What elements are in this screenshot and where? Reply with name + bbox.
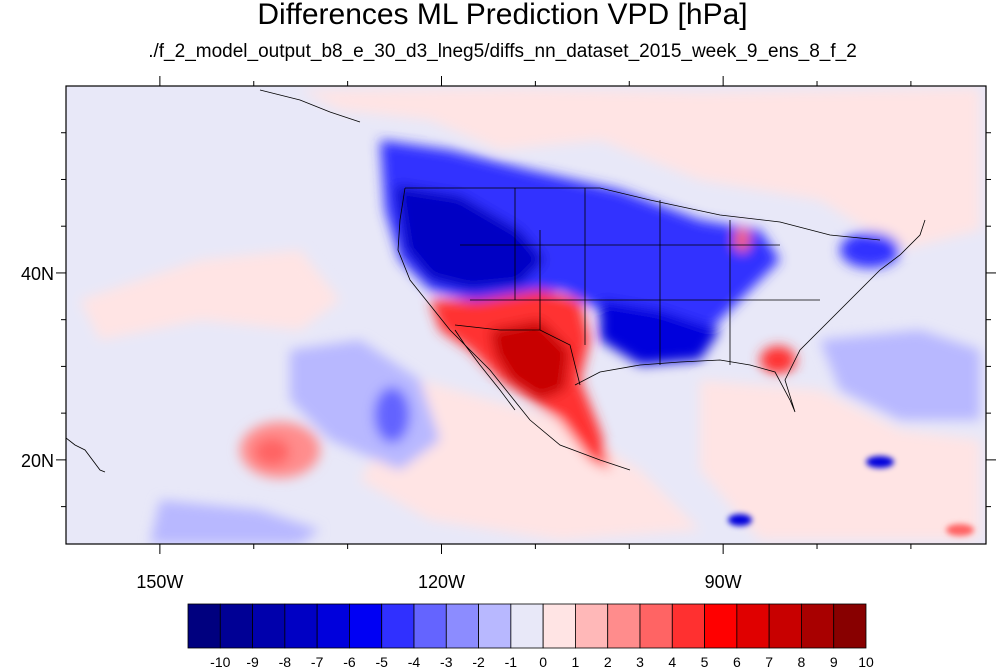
lat-tick-label: 40N bbox=[21, 264, 54, 284]
colorbar-swatch bbox=[639, 603, 673, 649]
colorbar-swatch bbox=[445, 603, 479, 649]
colorbar-label: -7 bbox=[311, 654, 324, 670]
colorbar-label: 8 bbox=[798, 654, 806, 670]
colorbar-label: 6 bbox=[733, 654, 741, 670]
colorbar-swatch bbox=[768, 603, 802, 649]
anomaly-region-southwest-dark-red bbox=[490, 320, 570, 400]
colorbar-labels: -10 -9 -8 -7 -6 -5 -4 -3 -2 -1 0 1 2 3 4 5 6 7 8 9 10 bbox=[210, 654, 874, 670]
colorbar-swatch bbox=[349, 603, 383, 649]
anomaly-region-light-pink-south bbox=[360, 380, 700, 540]
coastline-west bbox=[397, 187, 631, 471]
colorbar-swatch bbox=[671, 603, 705, 649]
colorbar-label: 1 bbox=[572, 654, 580, 670]
map-panel bbox=[66, 86, 986, 544]
colorbar-label: -8 bbox=[279, 654, 292, 670]
anomaly-details bbox=[728, 456, 974, 536]
anomaly-field bbox=[80, 88, 980, 544]
colorbar-label: 2 bbox=[604, 654, 612, 670]
colorbar-swatch bbox=[736, 603, 770, 649]
anomaly-detail-tropic-blue bbox=[728, 514, 752, 526]
colorbar-label: 9 bbox=[830, 654, 838, 670]
colorbar-label: -4 bbox=[408, 654, 421, 670]
anomaly-blob-pacific-warm-core bbox=[254, 438, 290, 466]
colorbar-swatch bbox=[607, 603, 641, 649]
colorbar-swatch bbox=[381, 603, 415, 649]
colorbar-swatch bbox=[316, 603, 350, 649]
colorbar-swatch bbox=[252, 603, 286, 649]
hawaii-islands bbox=[66, 437, 106, 473]
colorbar-label: -2 bbox=[472, 654, 485, 670]
lon-tick-label: 90W bbox=[705, 572, 742, 592]
lon-tick-label: 120W bbox=[418, 572, 465, 592]
colorbar-swatch bbox=[801, 603, 835, 649]
colorbar-label: 4 bbox=[668, 654, 676, 670]
colorbar bbox=[187, 603, 867, 649]
colorbar-label: 3 bbox=[636, 654, 644, 670]
axis-ticks bbox=[56, 76, 996, 554]
colorbar-swatch bbox=[542, 603, 576, 649]
anomaly-region-light-blue-tropic bbox=[150, 500, 320, 544]
anomaly-blob-great-lakes-red bbox=[734, 228, 750, 252]
anomaly-detail-gulf-blue bbox=[866, 456, 894, 468]
colorbar-label: 0 bbox=[539, 654, 547, 670]
colorbar-swatch bbox=[413, 603, 447, 649]
colorbar-swatch bbox=[187, 603, 221, 649]
colorbar-label: -6 bbox=[343, 654, 356, 670]
anomaly-blob-southeast-red bbox=[760, 346, 796, 374]
anomaly-region-west-us-dark-blue bbox=[395, 185, 545, 290]
anomaly-region-light-pink-pacific bbox=[80, 250, 340, 340]
anomaly-detail-tropic-red bbox=[946, 524, 974, 536]
lon-tick-label: 150W bbox=[136, 572, 183, 592]
colorbar-swatch bbox=[510, 603, 544, 649]
colorbar-label: 7 bbox=[765, 654, 773, 670]
colorbar-label: -3 bbox=[440, 654, 453, 670]
anomaly-blob-northeast-blue bbox=[840, 232, 900, 268]
colorbar-swatch bbox=[219, 603, 253, 649]
colorbar-label: -10 bbox=[210, 654, 230, 670]
chart-subtitle: ./f_2_model_output_b8_e_30_d3_lneg5/diff… bbox=[148, 41, 857, 62]
colorbar-swatch bbox=[575, 603, 609, 649]
anomaly-region-west-us-blue bbox=[380, 140, 780, 340]
coastlines bbox=[66, 89, 926, 473]
axis-tick-labels: 150W 120W 90W 40N 20N bbox=[21, 264, 742, 592]
chart-title: Differences ML Prediction VPD [hPa] bbox=[257, 0, 748, 31]
coastline-gulf bbox=[574, 219, 926, 413]
alaska-coast bbox=[259, 89, 361, 123]
anomaly-blob-pacific-cool bbox=[374, 387, 410, 443]
anomaly-region-light-pink-caribbean bbox=[700, 380, 980, 540]
coastline-baja bbox=[454, 329, 516, 411]
colorbar-label: -1 bbox=[505, 654, 518, 670]
colorbar-swatch bbox=[478, 603, 512, 649]
map-frame bbox=[65, 85, 987, 545]
colorbar-swatch bbox=[704, 603, 738, 649]
anomaly-region-light-blue-atlantic bbox=[820, 330, 980, 420]
colorbar-label: -5 bbox=[375, 654, 388, 670]
colorbar-swatch bbox=[284, 603, 318, 649]
colorbar-swatch bbox=[833, 603, 867, 649]
anomaly-region-light-pink-north bbox=[300, 88, 980, 250]
colorbar-label: 10 bbox=[858, 654, 874, 670]
colorbar-label: -9 bbox=[246, 654, 259, 670]
colorbar-label: 5 bbox=[701, 654, 709, 670]
us-canada-border bbox=[405, 187, 881, 241]
lat-tick-label: 20N bbox=[21, 451, 54, 471]
